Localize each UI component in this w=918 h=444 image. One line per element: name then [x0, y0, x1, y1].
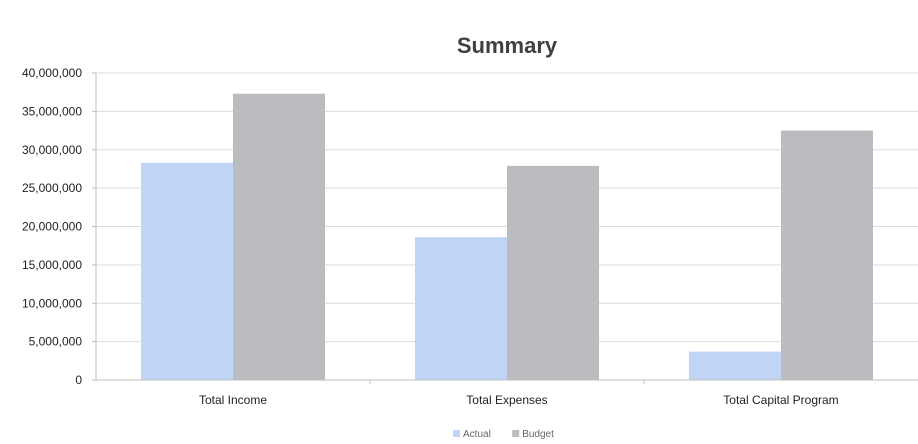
x-tick-label: Total Income [199, 393, 267, 407]
bars [141, 93, 873, 380]
bar-actual [415, 237, 507, 380]
y-tick-label: 40,000,000 [22, 66, 82, 80]
y-tick-label: 15,000,000 [22, 258, 82, 272]
legend-label-budget: Budget [522, 429, 554, 440]
x-tick-labels: Total Income Total Expenses Total Capital … [199, 393, 839, 407]
bar-budget [781, 130, 873, 380]
x-tick-label: Total Capital Program [723, 393, 838, 407]
bar-actual [141, 162, 233, 380]
axes [92, 72, 918, 384]
bar-budget [233, 93, 325, 380]
legend-swatch-actual [453, 430, 460, 437]
y-tick-label: 0 [75, 373, 82, 387]
legend-label-actual: Actual [463, 429, 491, 440]
y-tick-labels: 0 5,000,000 10,000,000 15,000,000 20,000,000… [22, 66, 82, 387]
bar-actual [689, 351, 781, 380]
y-tick-label: 5,000,000 [29, 335, 83, 349]
legend-swatch-budget [512, 430, 520, 437]
x-tick-label: Total Expenses [466, 393, 547, 407]
y-tick-label: 30,000,000 [22, 143, 82, 157]
bar-budget [507, 165, 599, 380]
chart-title: Summary [457, 33, 558, 58]
y-tick-label: 10,000,000 [22, 296, 82, 310]
y-tick-label: 20,000,000 [22, 220, 82, 234]
y-tick-label: 25,000,000 [22, 181, 82, 195]
y-tick-label: 35,000,000 [22, 104, 82, 118]
legend: Actual Budget [453, 429, 554, 440]
